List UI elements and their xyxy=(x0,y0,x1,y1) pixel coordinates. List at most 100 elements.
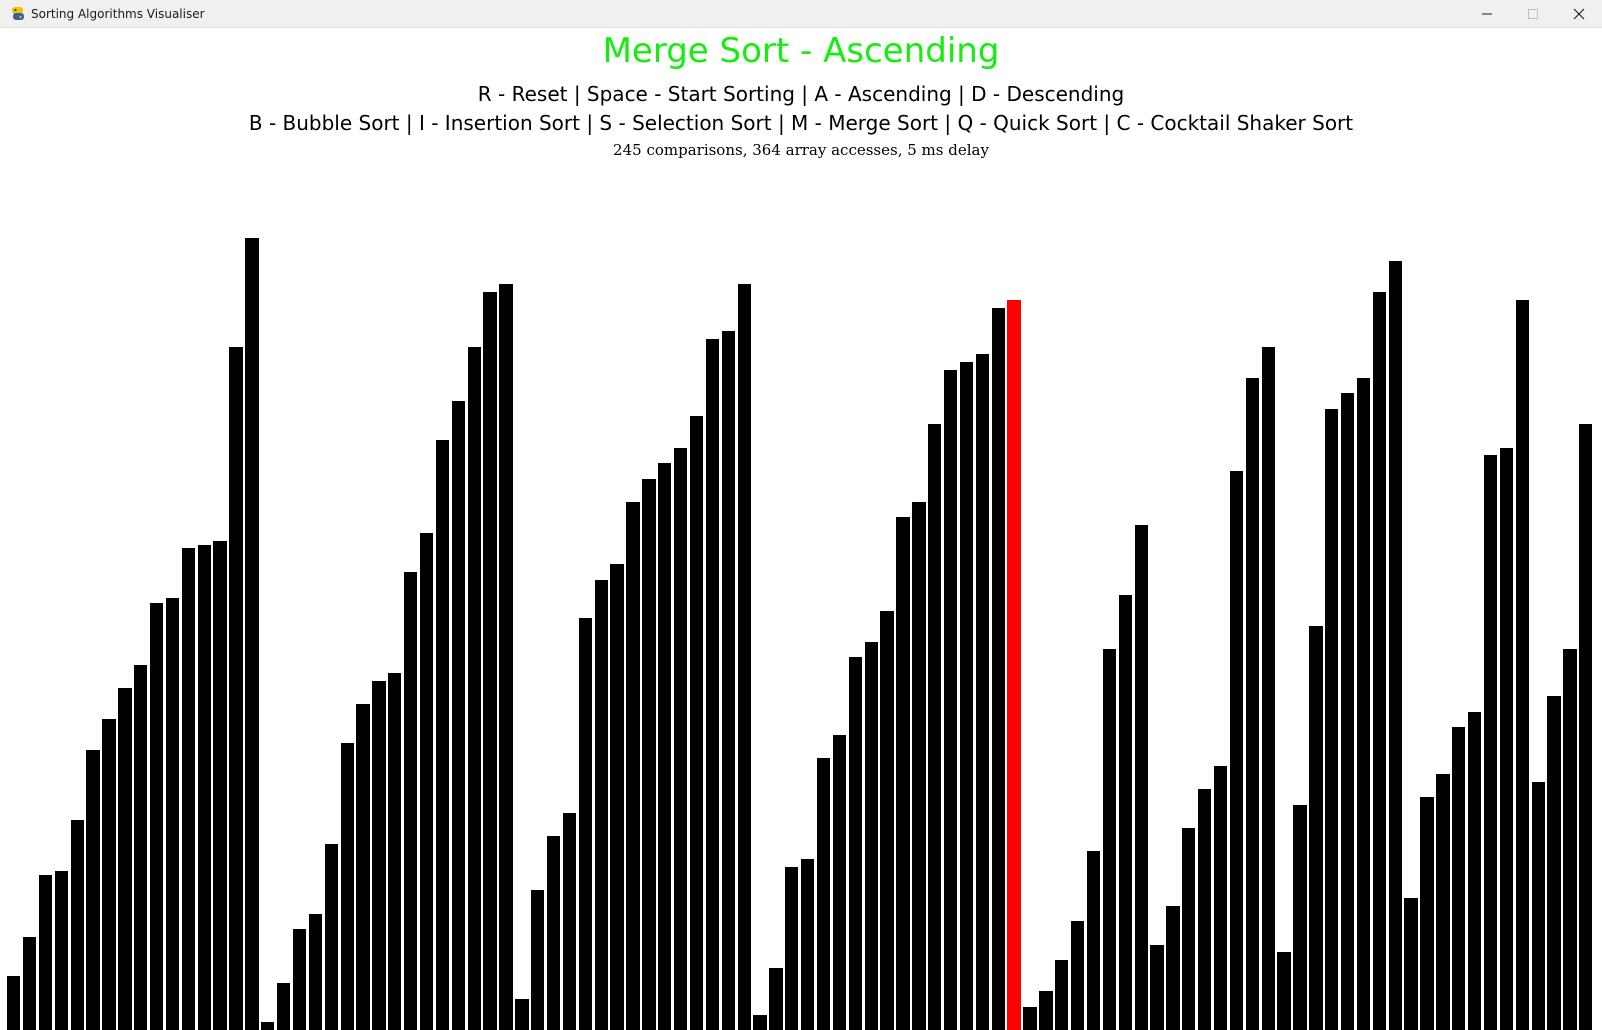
bar xyxy=(1579,424,1593,1030)
bar xyxy=(1468,711,1482,1030)
bar xyxy=(848,657,862,1030)
bar xyxy=(229,346,243,1030)
bar xyxy=(356,703,370,1030)
bar xyxy=(1245,377,1259,1030)
bar xyxy=(896,517,910,1030)
bar xyxy=(134,665,148,1030)
bar xyxy=(674,447,688,1030)
bar xyxy=(642,478,656,1030)
bar xyxy=(324,843,338,1030)
bar xyxy=(959,362,974,1030)
bar xyxy=(531,890,545,1030)
bar xyxy=(658,463,672,1030)
bar xyxy=(1340,393,1355,1030)
bar xyxy=(1229,470,1244,1030)
bar xyxy=(1039,991,1053,1030)
bar xyxy=(1547,696,1561,1030)
bar xyxy=(1277,952,1291,1030)
bar xyxy=(388,672,402,1030)
bar xyxy=(22,936,37,1030)
algorithm-title: Merge Sort - Ascending xyxy=(602,31,1000,71)
bar xyxy=(181,548,196,1030)
bar xyxy=(149,602,164,1030)
bar xyxy=(912,501,926,1030)
bar xyxy=(546,835,561,1030)
bar xyxy=(1102,649,1117,1030)
maximize-button[interactable] xyxy=(1510,0,1556,28)
bar xyxy=(1071,921,1085,1030)
bar xyxy=(1452,727,1466,1030)
bar xyxy=(1134,525,1148,1030)
bar xyxy=(1325,408,1339,1030)
bar xyxy=(975,354,990,1030)
bar xyxy=(1213,765,1228,1030)
bar xyxy=(610,564,624,1030)
bar-highlighted xyxy=(1007,299,1021,1030)
bar xyxy=(1420,797,1434,1030)
bar xyxy=(991,307,1005,1030)
bar xyxy=(7,975,21,1030)
controls-help-line-2: B - Bubble Sort | I - Insertion Sort | S… xyxy=(248,111,1354,135)
bar xyxy=(1499,447,1514,1030)
python-icon xyxy=(10,6,26,22)
bar xyxy=(1372,292,1387,1030)
bar xyxy=(1404,898,1418,1030)
bar xyxy=(1356,377,1371,1030)
bar xyxy=(1150,944,1164,1030)
title-bar[interactable]: Sorting Algorithms Visualiser xyxy=(0,0,1602,28)
bar xyxy=(1261,346,1275,1030)
bar xyxy=(372,680,386,1030)
bar xyxy=(1023,1006,1037,1030)
bar xyxy=(451,400,465,1030)
bar xyxy=(864,641,878,1030)
bar xyxy=(769,967,783,1030)
close-icon xyxy=(1573,8,1585,20)
bar xyxy=(404,571,418,1030)
close-button[interactable] xyxy=(1556,0,1602,28)
bar xyxy=(102,719,116,1030)
bar xyxy=(1483,455,1498,1030)
bar xyxy=(689,416,704,1030)
bar xyxy=(308,913,323,1030)
bar xyxy=(1531,781,1545,1030)
bar xyxy=(340,742,354,1030)
bar xyxy=(1198,789,1212,1030)
controls-help-line-1: R - Reset | Space - Start Sorting | A - … xyxy=(477,82,1125,106)
minimize-icon xyxy=(1482,13,1492,15)
bar xyxy=(753,1014,767,1030)
bar xyxy=(261,1022,275,1030)
bar xyxy=(1436,773,1450,1030)
bar xyxy=(38,874,53,1030)
bar xyxy=(213,540,227,1030)
bar xyxy=(578,618,593,1030)
bar xyxy=(943,369,958,1030)
bar xyxy=(1118,595,1132,1030)
bar xyxy=(54,870,68,1030)
bar xyxy=(721,331,735,1030)
bar xyxy=(292,929,307,1030)
bar xyxy=(832,734,847,1030)
bar xyxy=(801,859,815,1030)
bar xyxy=(737,284,751,1030)
bar xyxy=(1293,804,1307,1030)
sort-stats: 245 comparisons, 364 array accesses, 5 m… xyxy=(613,141,989,159)
bar xyxy=(70,820,84,1030)
bar xyxy=(1515,299,1529,1030)
bar xyxy=(165,598,180,1030)
bar xyxy=(880,610,894,1030)
bar xyxy=(1182,828,1196,1030)
bar xyxy=(626,501,640,1030)
bar xyxy=(928,424,942,1030)
bar xyxy=(816,758,831,1030)
bar xyxy=(705,338,720,1030)
minimize-button[interactable] xyxy=(1464,0,1510,28)
bar xyxy=(785,866,799,1030)
bar xyxy=(499,284,513,1030)
bar xyxy=(562,812,577,1030)
bar xyxy=(197,544,211,1030)
bar xyxy=(419,532,434,1030)
bar xyxy=(1309,626,1323,1030)
bar xyxy=(467,346,481,1030)
maximize-icon xyxy=(1528,9,1538,19)
